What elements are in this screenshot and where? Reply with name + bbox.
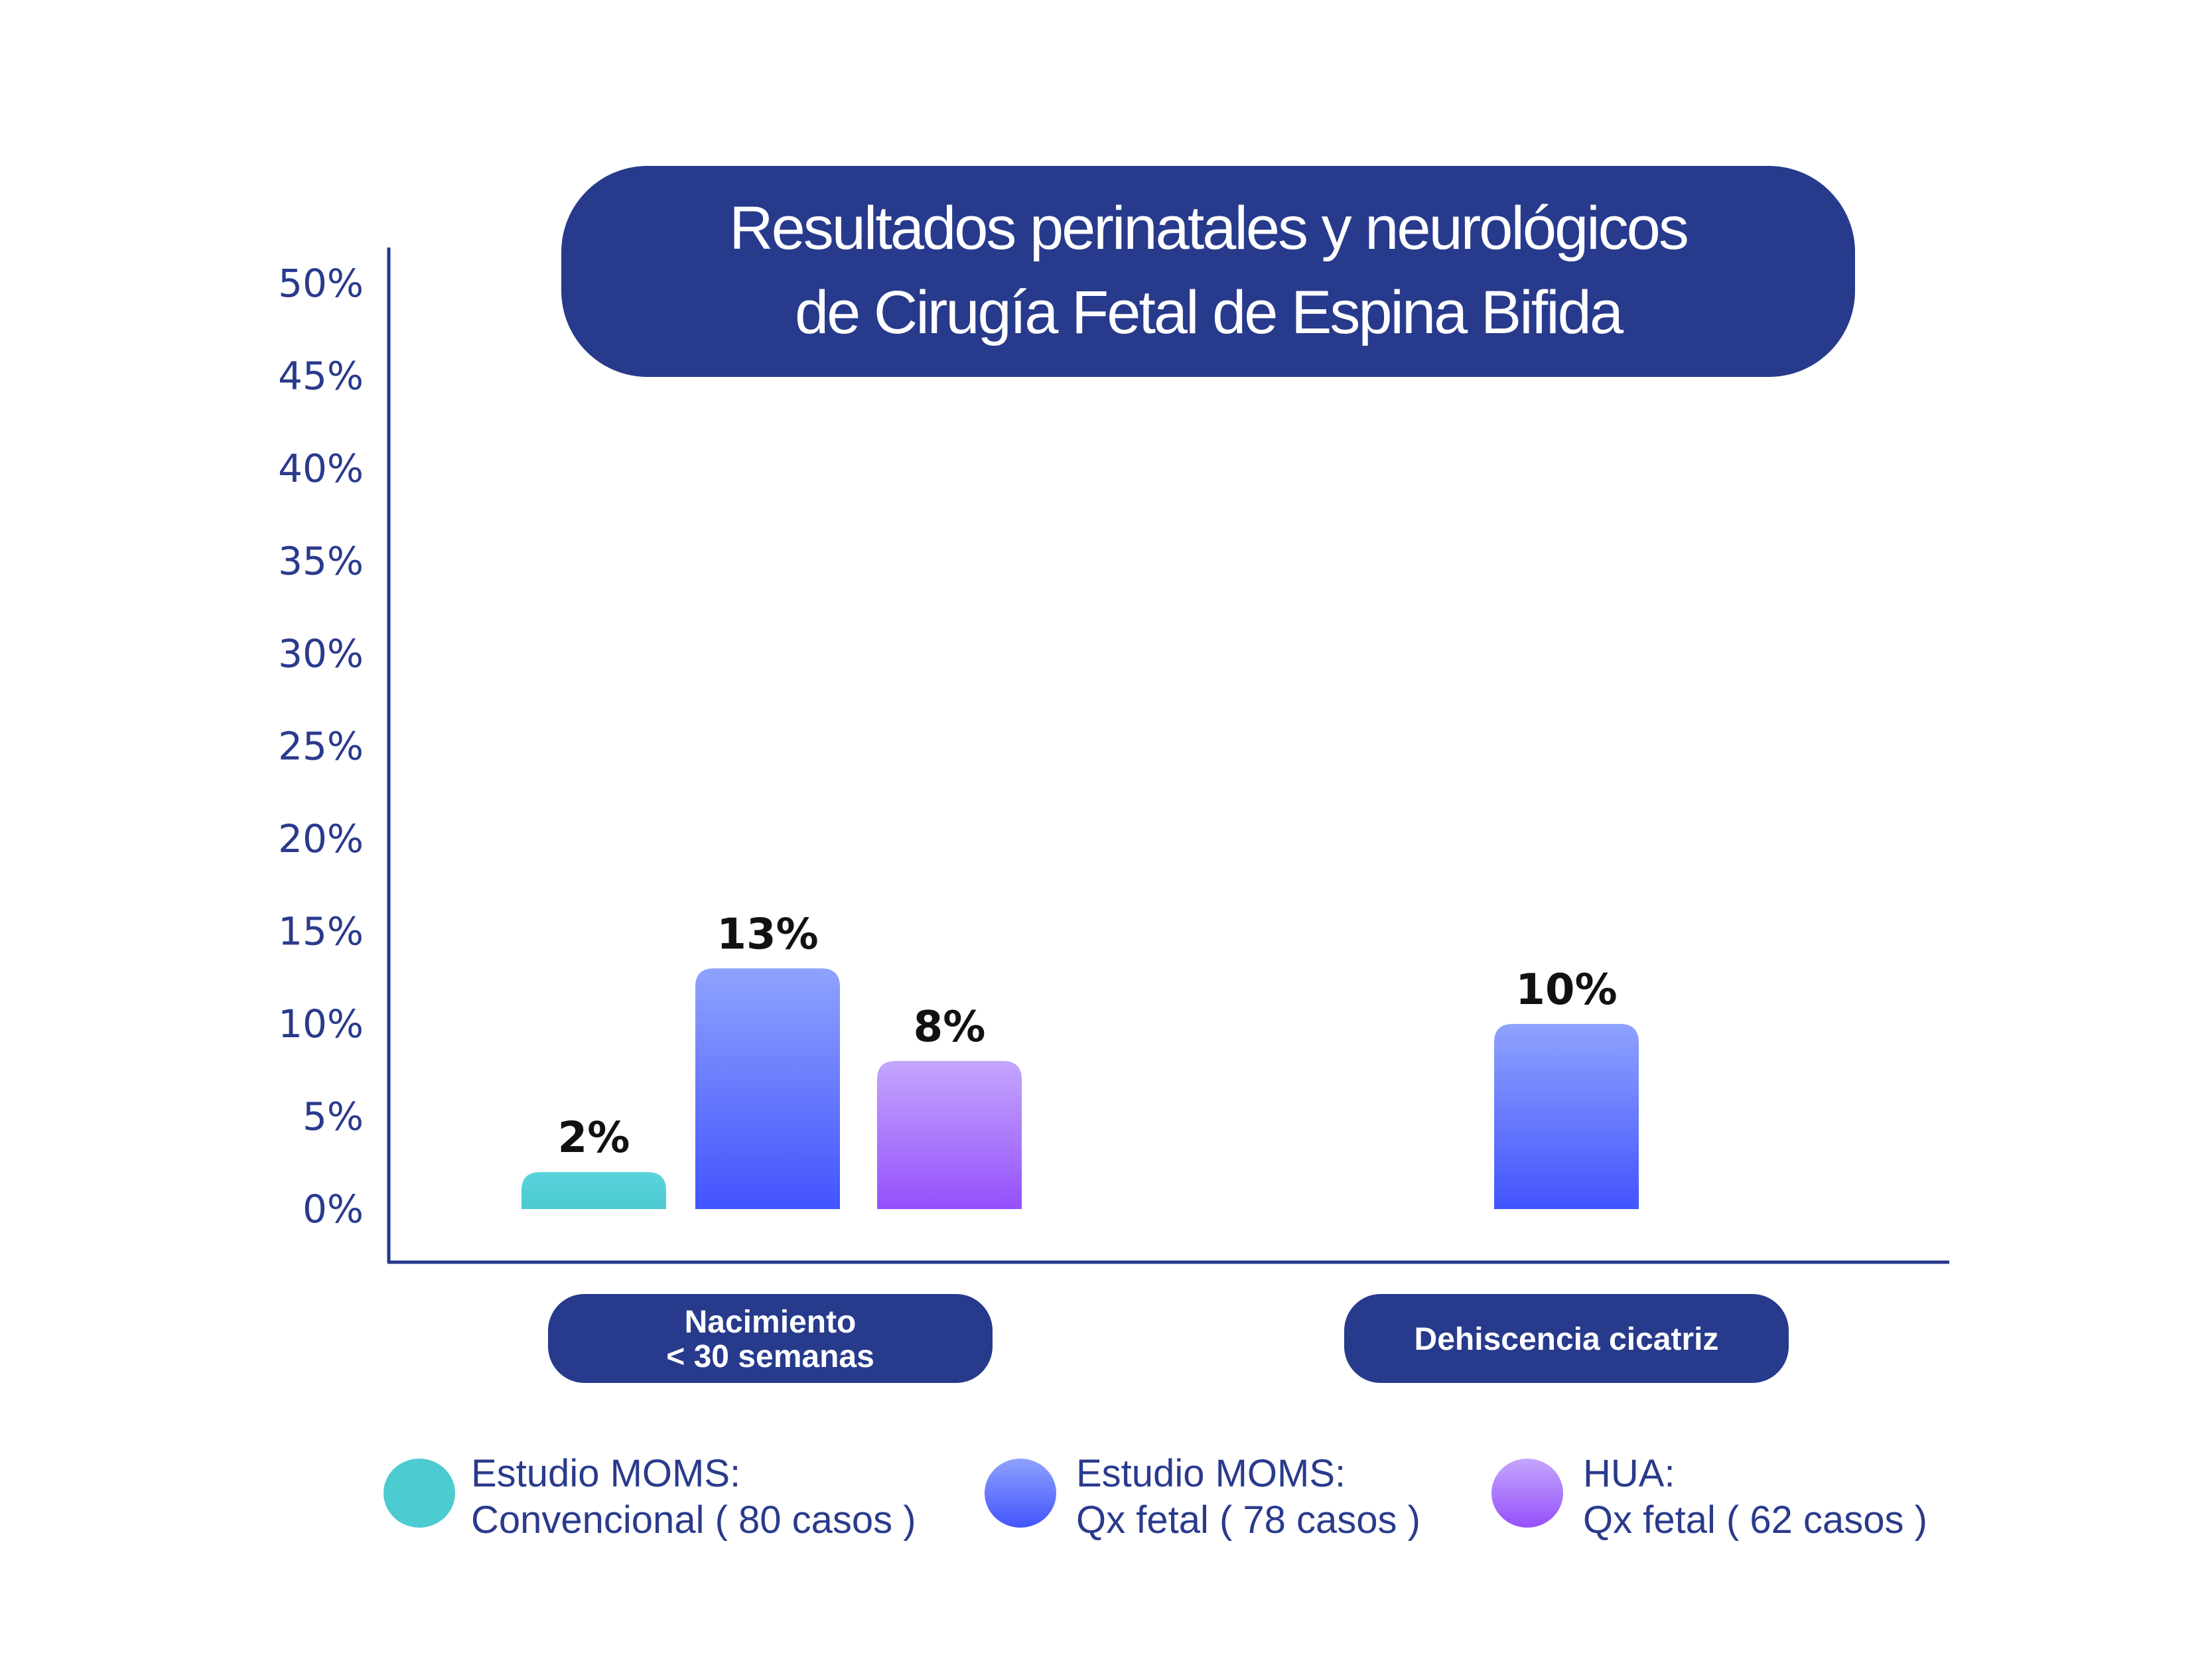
y-tick-labels: 0% 5% 10% 15% 20% 25% 30% 35% 40% 45% 50% <box>278 261 364 1232</box>
chart-title-line-1: Resultados perinatales y neurológicos <box>729 194 1687 262</box>
legend-label-moms-qx-line-2: Qx fetal ( 78 casos ) <box>1076 1498 1420 1542</box>
legend-label-moms-qx-line-1: Estudio MOMS: <box>1076 1452 1346 1495</box>
category-pill-dehiscencia <box>1344 1294 1789 1383</box>
bars <box>521 968 1639 1209</box>
title-banner <box>561 166 1855 377</box>
y-tick-label: 5% <box>303 1094 364 1139</box>
y-tick-label: 50% <box>278 261 364 306</box>
value-label-2-0: 8% <box>914 1003 986 1052</box>
legend-label-hua-line-2: Qx fetal ( 62 casos ) <box>1583 1498 1927 1542</box>
legend: Estudio MOMS: Convencional ( 80 casos ) … <box>383 1452 1927 1542</box>
bar-1-0 <box>695 968 840 1209</box>
legend-label-convencional-line-2: Convencional ( 80 casos ) <box>471 1498 916 1542</box>
legend-label-convencional-line-1: Estudio MOMS: <box>471 1452 740 1495</box>
legend-swatch-hua-qx-fetal <box>1491 1459 1563 1528</box>
y-tick-label: 40% <box>278 446 364 491</box>
y-tick-label: 20% <box>278 816 364 861</box>
category-label-dehiscencia: Dehiscencia cicatriz <box>1415 1322 1719 1357</box>
y-tick-label: 15% <box>278 909 364 954</box>
value-label-1-1: 10% <box>1515 966 1617 1015</box>
y-tick-label: 30% <box>278 631 364 676</box>
y-tick-label: 0% <box>303 1187 364 1232</box>
category-label-nacimiento-line-2: < 30 semanas <box>666 1339 874 1374</box>
value-label-0-0: 2% <box>558 1114 630 1163</box>
y-tick-label: 25% <box>278 724 364 769</box>
value-labels: 2% 13% 8% 10% <box>558 910 1618 1163</box>
legend-swatch-moms-qx-fetal <box>985 1459 1056 1528</box>
category-pill-nacimiento <box>548 1294 993 1383</box>
bar-0-0 <box>521 1172 666 1209</box>
legend-swatch-convencional <box>383 1459 455 1528</box>
value-label-1-0: 13% <box>717 910 818 959</box>
bar-1-1 <box>1494 1024 1639 1209</box>
y-tick-label: 10% <box>278 1001 364 1046</box>
legend-label-hua-line-1: HUA: <box>1583 1452 1675 1495</box>
chart-title-line-2: de Cirugía Fetal de Espina Bifida <box>795 279 1624 346</box>
category-label-nacimiento-line-1: Nacimiento <box>685 1305 857 1340</box>
y-tick-label: 45% <box>278 354 364 399</box>
y-tick-label: 35% <box>278 539 364 584</box>
bar-2-0 <box>877 1060 1022 1209</box>
